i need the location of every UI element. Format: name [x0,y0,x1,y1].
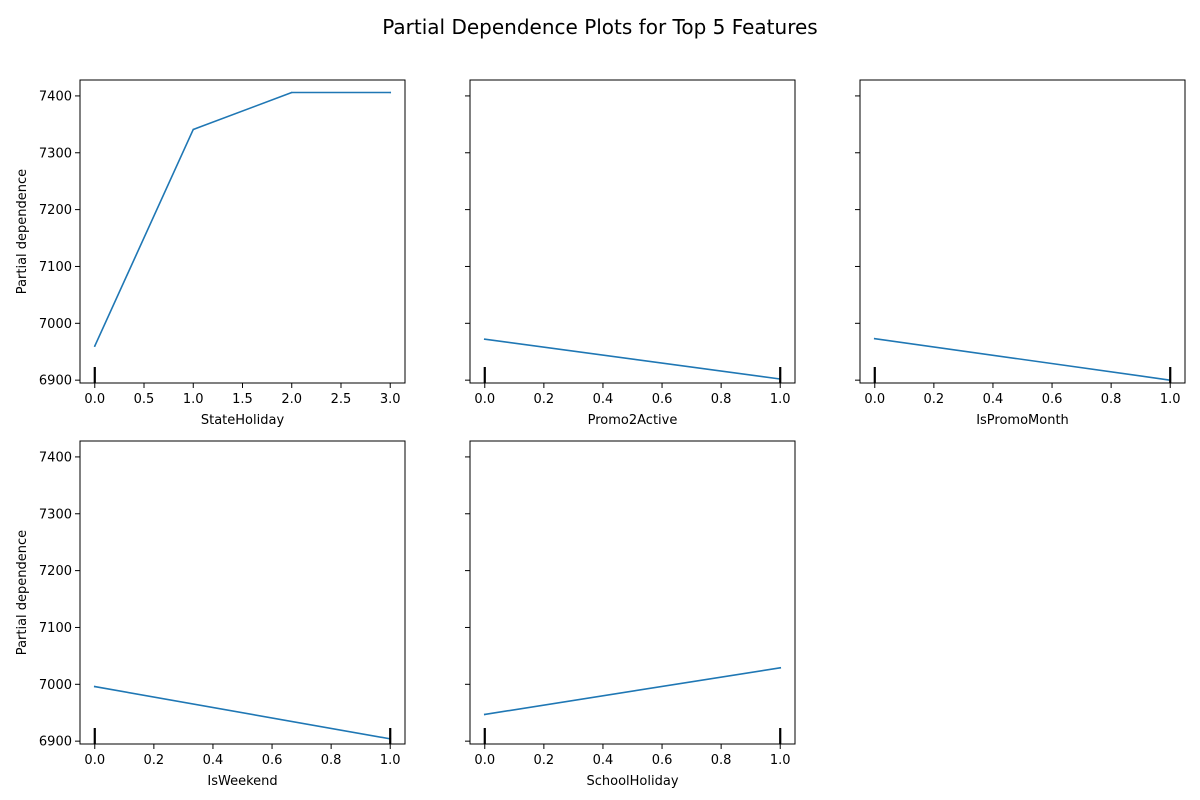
x-axis-label: StateHoliday [201,413,285,428]
axes-frame [79,79,406,384]
y-tick-label: 7000 [39,317,72,332]
y-tick-label: 6900 [39,374,72,389]
axes-frame [469,79,796,384]
axes-frame [79,440,406,745]
y-tick-label: 7200 [39,564,72,579]
x-tick-label: 1.0 [770,392,791,407]
x-tick-label: 0.2 [534,753,555,768]
x-tick-label: 0.8 [321,753,342,768]
pd-point [483,338,486,341]
pd-line [873,337,1172,382]
pd-line [483,338,782,380]
y-tick-label: 7200 [39,203,72,218]
x-tick-label: 0.0 [84,753,105,768]
pd-line [93,685,392,740]
subplot-grid: 6900 7000 7100 7200 7300 7400 0.0 0.5 1.0 1.5 2.0 2… [15,79,1186,789]
pd-point [483,713,486,716]
x-axis-label: IsWeekend [207,774,277,789]
subplot-2: 0.0 0.2 0.4 0.6 0.8 1.0 Promo2Active [465,79,796,428]
subplot-1: 6900 7000 7100 7200 7300 7400 0.0 0.5 1.0 1.5 2.0 2… [15,79,406,428]
x-tick-label: 1.0 [770,753,791,768]
x-tick-label: 2.5 [331,392,352,407]
y-tick-label: 7400 [39,89,72,104]
x-tick-label: 0.8 [711,753,732,768]
axes-frame [859,79,1186,384]
subplot-3: 0.0 0.2 0.4 0.6 0.8 1.0 IsPromoMonth [855,79,1186,428]
x-tick-label: 0.4 [593,753,614,768]
y-tick-label: 6900 [39,735,72,750]
x-tick-label: 0.0 [84,392,105,407]
x-tick-label: 0.0 [474,392,495,407]
x-tick-label: 0.0 [864,392,885,407]
pd-point [290,91,293,94]
x-tick-label: 0.6 [262,753,283,768]
subplot-5: 0.0 0.2 0.4 0.6 0.8 1.0 SchoolHoliday [465,440,796,789]
pd-point [389,91,392,94]
x-tick-label: 0.6 [652,753,673,768]
x-tick-label: 0.0 [474,753,495,768]
x-tick-label: 1.0 [1160,392,1181,407]
x-tick-label: 0.2 [924,392,945,407]
y-tick-label: 7300 [39,146,72,161]
x-tick-label: 0.4 [203,753,224,768]
x-tick-label: 2.0 [281,392,302,407]
y-tick-label: 7100 [39,621,72,636]
x-tick-label: 0.4 [983,392,1004,407]
y-axis-label: Partial dependence [15,169,30,294]
x-axis-label: IsPromoMonth [976,413,1069,428]
y-tick-label: 7000 [39,678,72,693]
y-tick-label: 7300 [39,507,72,522]
y-tick-label: 7100 [39,260,72,275]
x-tick-label: 0.5 [134,392,155,407]
x-axis-label: Promo2Active [588,413,678,428]
y-tick-label: 7400 [39,450,72,465]
axes-frame [469,440,796,745]
pd-point [192,128,195,131]
pd-point [93,345,96,347]
x-tick-label: 0.2 [534,392,555,407]
figure-title: Partial Dependence Plots for Top 5 Featu… [382,15,817,39]
x-tick-label: 0.8 [1101,392,1122,407]
x-tick-label: 0.8 [711,392,732,407]
y-axis-label: Partial dependence [15,530,30,655]
x-tick-label: 0.6 [1042,392,1063,407]
x-tick-label: 0.2 [144,753,165,768]
x-tick-label: 1.0 [183,392,204,407]
x-tick-label: 1.0 [380,753,401,768]
x-axis-label: SchoolHoliday [586,774,678,789]
pd-point [873,337,876,340]
pd-point [779,667,782,669]
x-tick-label: 1.5 [232,392,253,407]
x-tick-label: 3.0 [380,392,401,407]
x-tick-label: 0.4 [593,392,614,407]
x-tick-label: 0.6 [652,392,673,407]
pd-point [93,685,96,688]
pd-line [93,91,392,348]
subplot-4: 6900 7000 7100 7200 7300 7400 0.0 0.2 0.4 0.6 0.8 1… [15,440,406,789]
pd-line [483,666,782,716]
